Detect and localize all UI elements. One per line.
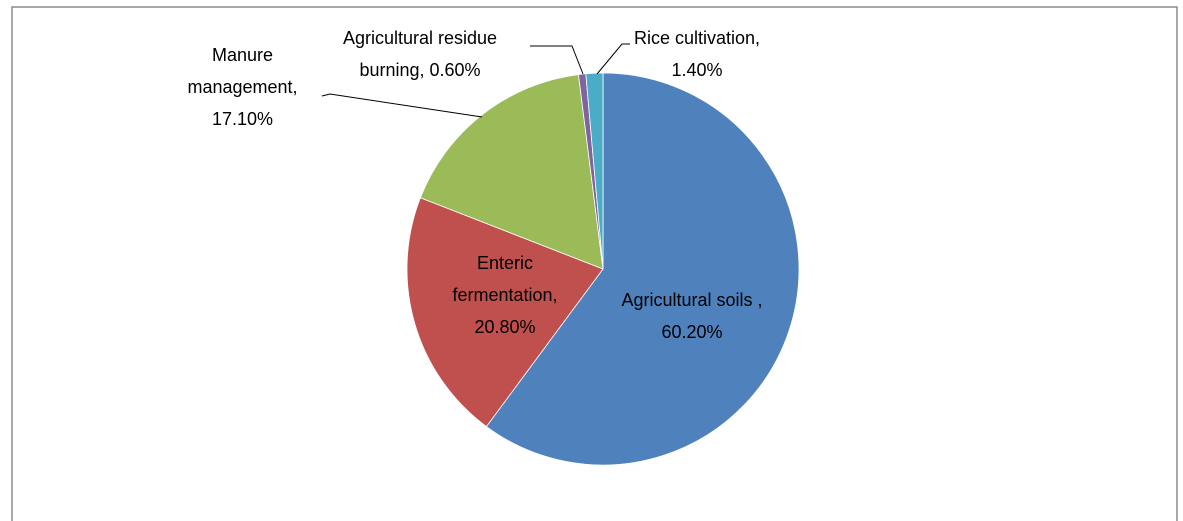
slice-label: Agricultural residue burning, 0.60% [305,22,535,86]
category-label: Manure management, [187,45,298,97]
category-label: Enteric fermentation, [452,253,558,305]
value-label: 20.80% [474,317,536,337]
leader-line [596,43,630,75]
leader-line [321,93,483,118]
value-label: 0.60% [429,60,481,80]
pie-slice [585,72,604,270]
pie-slice [406,197,604,428]
value-label: 1.40% [671,60,723,80]
pie-slice [419,74,604,270]
category-label: Agricultural soils , [621,290,763,310]
pie [406,72,800,466]
slice-label: Rice cultivation, 1.40% [622,22,772,86]
slice-label: Enteric fermentation, 20.80% [425,247,585,343]
category-label: Agricultural residue burning, [342,28,498,80]
value-label: 60.20% [661,322,723,342]
chart-frame [11,6,1178,521]
slice-label: Manure management, 17.10% [170,39,315,135]
category-label: Rice cultivation, [633,28,761,48]
pie-slice [485,72,800,466]
leader-line [530,45,584,75]
slice-label: Agricultural soils , 60.20% [612,284,772,348]
value-label: 17.10% [211,109,274,129]
